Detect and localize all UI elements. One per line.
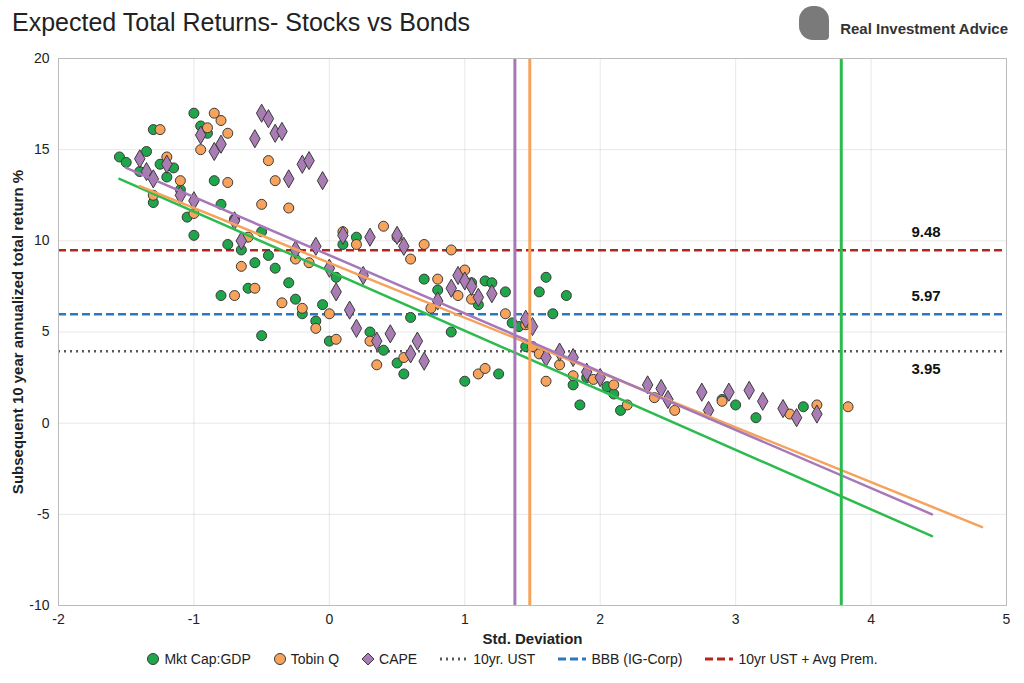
html-text:BBB (IG-Corp): BBB (IG-Corp) xyxy=(591,651,683,667)
svg-text:0: 0 xyxy=(325,611,333,627)
svg-text:2: 2 xyxy=(596,611,604,627)
svg-text:-2: -2 xyxy=(52,611,65,627)
svg-text:Subsequent 10 year annualized: Subsequent 10 year annualized total retu… xyxy=(9,170,26,494)
svg-text:-1: -1 xyxy=(188,611,201,627)
svg-text:-5: -5 xyxy=(37,506,50,522)
svg-text:4: 4 xyxy=(867,611,875,627)
svg-text:9.48: 9.48 xyxy=(912,223,941,240)
html-text:CAPE: CAPE xyxy=(379,651,418,667)
svg-text:15: 15 xyxy=(34,141,50,157)
svg-text:5: 5 xyxy=(1003,611,1011,627)
svg-text:Std. Deviation: Std. Deviation xyxy=(482,630,582,647)
svg-text:1: 1 xyxy=(461,611,469,627)
svg-text:20: 20 xyxy=(34,50,50,66)
svg-text:0: 0 xyxy=(42,415,50,431)
svg-text:10: 10 xyxy=(34,232,50,248)
html-text:Mkt Cap:GDP: Mkt Cap:GDP xyxy=(164,651,251,667)
svg-text:5.97: 5.97 xyxy=(912,287,941,304)
svg-text:-10: -10 xyxy=(29,597,49,613)
html-text:Expected Total Returns- Stocks: Expected Total Returns- Stocks vs Bonds xyxy=(12,8,471,36)
svg-text:3.95: 3.95 xyxy=(912,360,941,377)
html-text:10yr. UST: 10yr. UST xyxy=(473,651,536,667)
html-text:10yr UST + Avg Prem.: 10yr UST + Avg Prem. xyxy=(738,651,878,667)
html-text:Tobin Q: Tobin Q xyxy=(290,651,339,667)
svg-text:3: 3 xyxy=(732,611,740,627)
html-text:Real Investment Advice: Real Investment Advice xyxy=(840,20,1008,37)
svg-text:5: 5 xyxy=(42,323,50,339)
